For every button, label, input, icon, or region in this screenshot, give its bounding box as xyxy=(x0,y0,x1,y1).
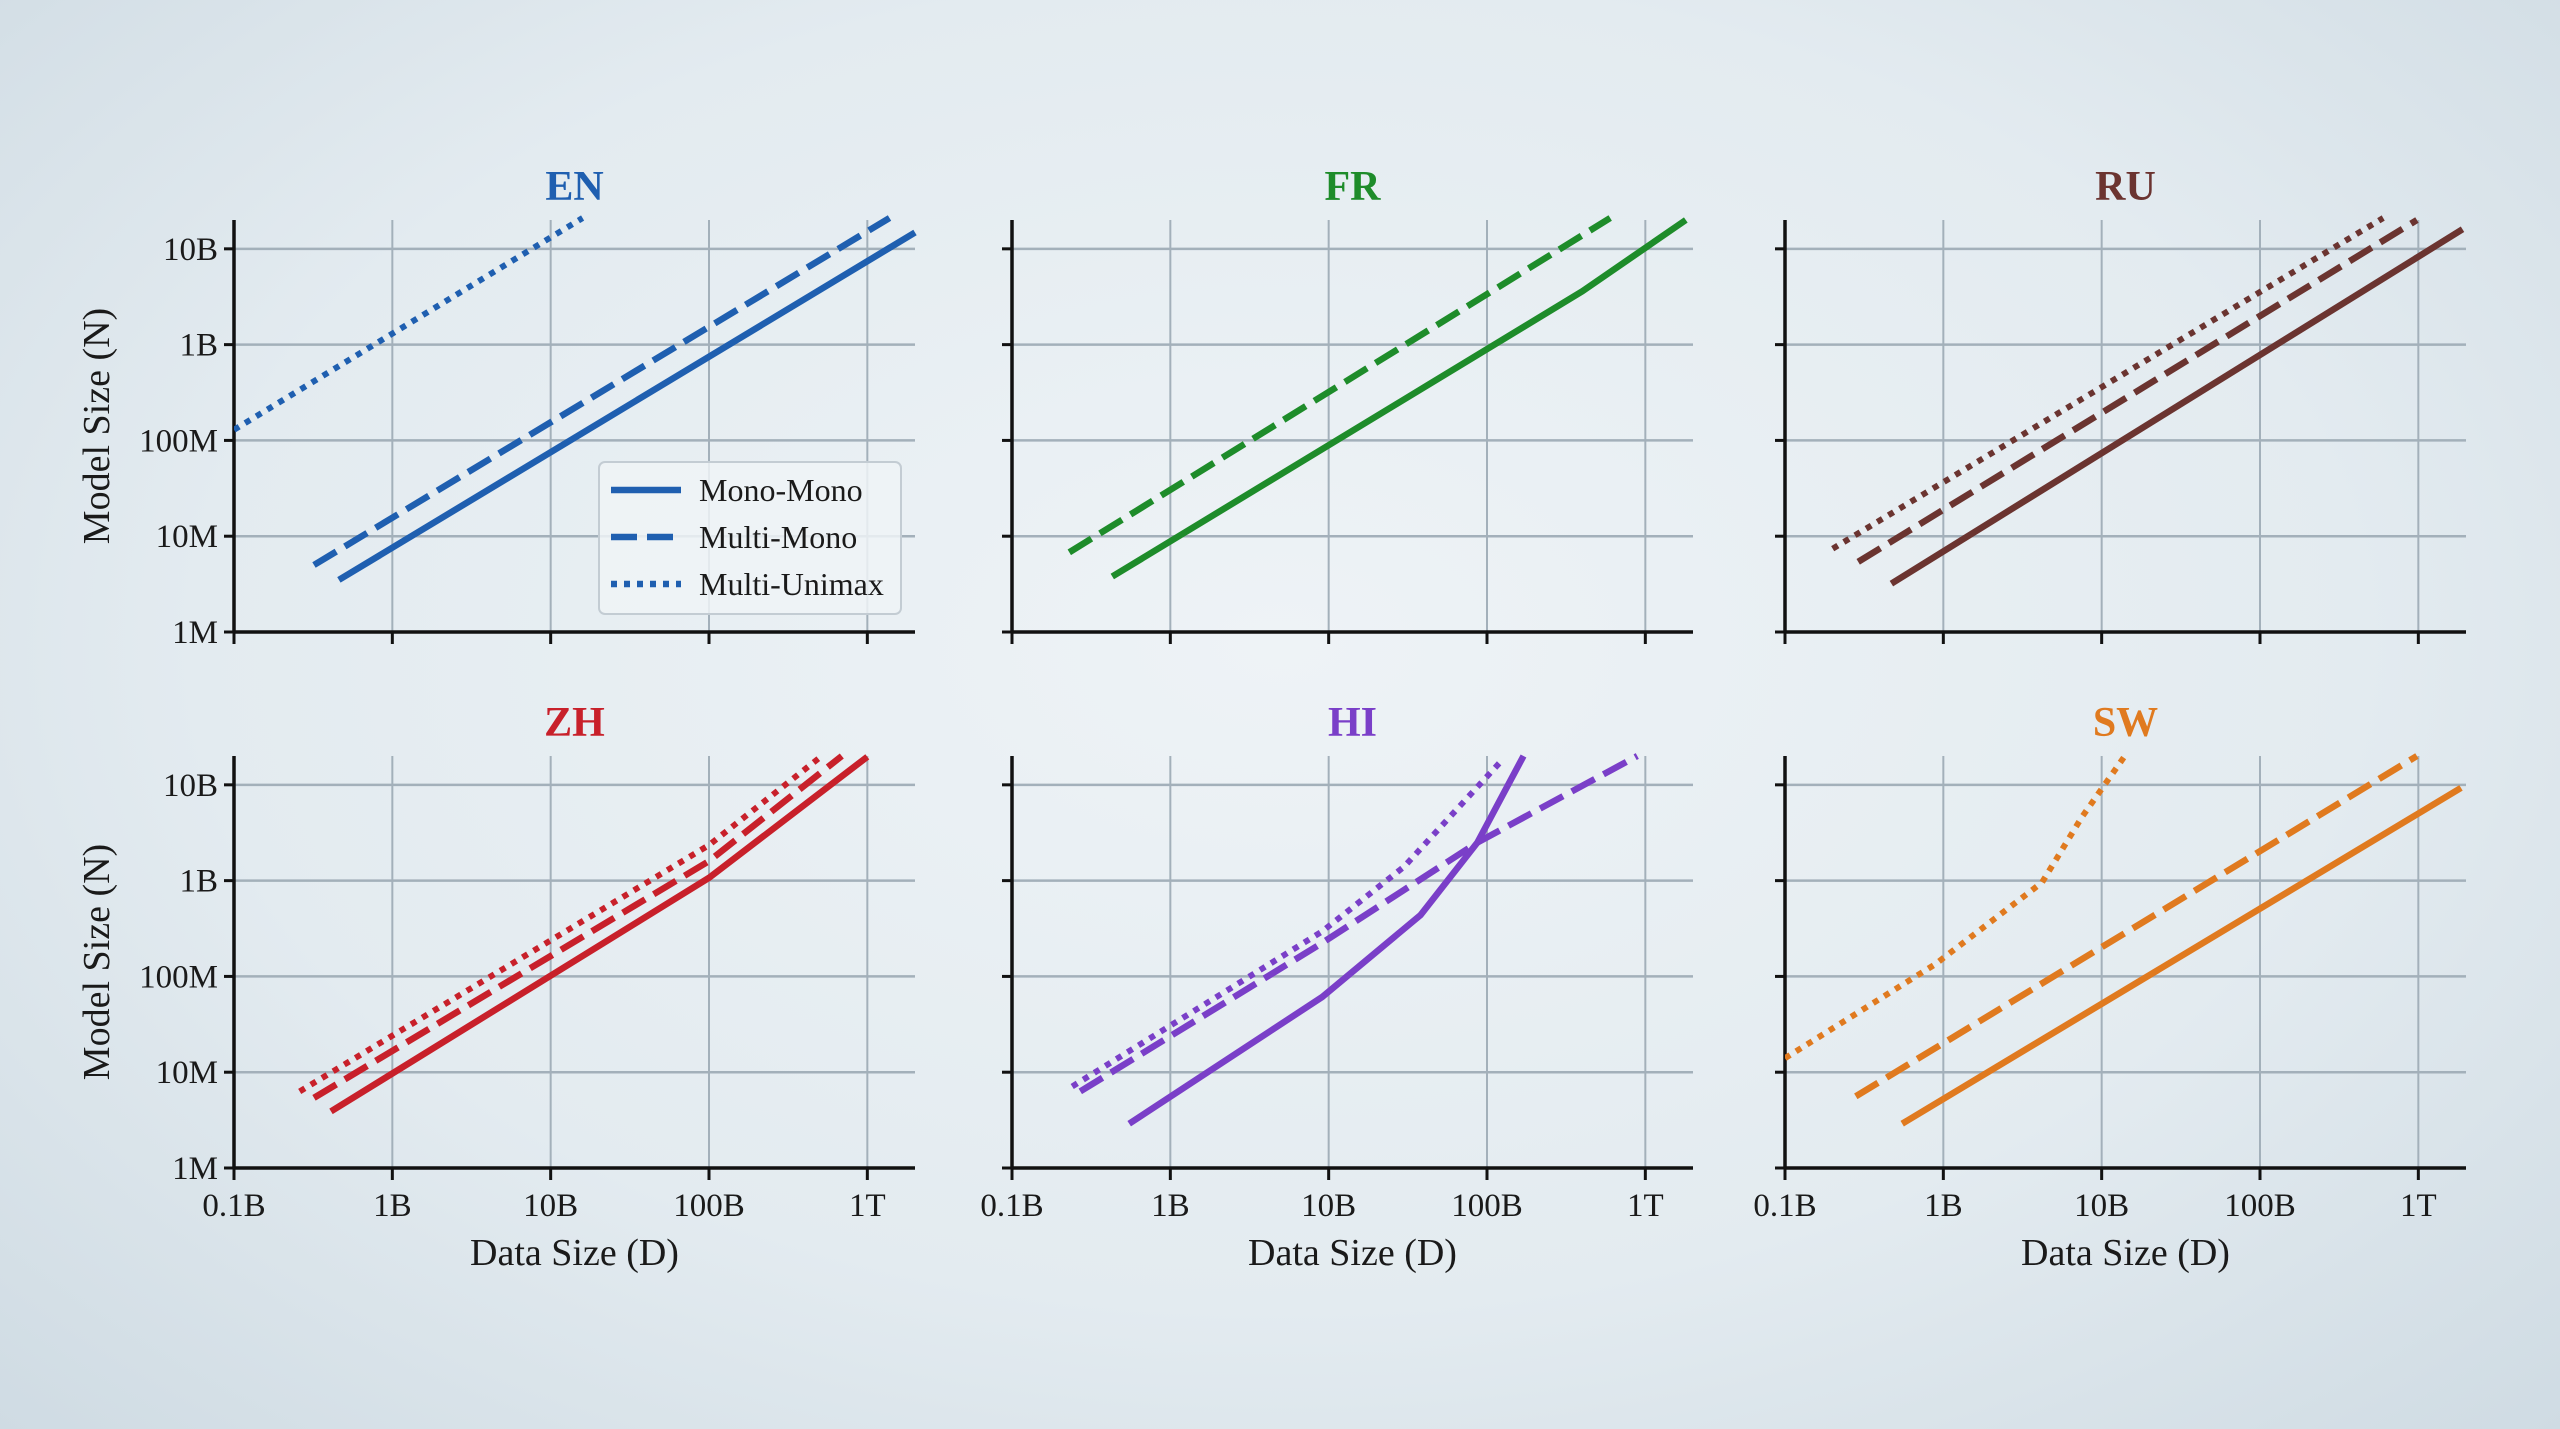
x-tick-label: 1T xyxy=(2400,1188,2437,1224)
series-line-mono-mono xyxy=(329,754,870,1115)
legend-label: Mono-Mono xyxy=(699,472,863,508)
y-tick-label: 100M xyxy=(139,423,218,459)
x-tick-label: 100B xyxy=(2224,1188,2296,1224)
x-tick-label: 1B xyxy=(1151,1188,1190,1224)
series-line-multi-unimax xyxy=(1070,758,1505,1090)
series-line-mono-mono xyxy=(1900,785,2463,1127)
x-tick-label: 10B xyxy=(2074,1188,2129,1224)
x-tick-label: 0.1B xyxy=(202,1188,265,1224)
panel-title: EN xyxy=(545,164,603,210)
legend-label: Multi-Unimax xyxy=(699,566,884,602)
panel-ru: RU xyxy=(1775,164,2466,644)
y-tick-label: 10M xyxy=(156,519,218,555)
x-axis-label: Data Size (D) xyxy=(1248,1232,1457,1274)
x-tick-label: 10B xyxy=(523,1188,578,1224)
series-line-multi-mono xyxy=(1856,217,2419,565)
series-line-multi-mono xyxy=(312,753,844,1101)
y-tick-label: 10B xyxy=(163,768,218,804)
x-tick-label: 100B xyxy=(1451,1188,1523,1224)
y-tick-label: 10M xyxy=(156,1055,218,1091)
x-tick-label: 1T xyxy=(849,1188,886,1224)
y-tick-label: 1B xyxy=(179,864,218,900)
x-tick-label: 100B xyxy=(673,1188,745,1224)
y-tick-label: 100M xyxy=(139,959,218,995)
series-line-multi-unimax xyxy=(1785,754,2128,1061)
panel-title: SW xyxy=(2093,700,2158,746)
x-tick-label: 0.1B xyxy=(1753,1188,1816,1224)
x-tick-label: 1T xyxy=(1627,1188,1664,1224)
y-tick-label: 1B xyxy=(179,328,218,364)
series-line-multi-unimax xyxy=(298,753,824,1094)
series-line-multi-mono xyxy=(312,215,892,568)
legend: Mono-Mono Multi-Mono Multi-Unimax xyxy=(598,461,902,615)
x-tick-label: 10B xyxy=(1301,1188,1356,1224)
panel-title: ZH xyxy=(544,700,605,746)
panel-title: RU xyxy=(2095,164,2156,210)
y-axis-label: Model Size (N) xyxy=(76,844,118,1080)
panel-title: HI xyxy=(1328,700,1377,746)
series-line-multi-unimax xyxy=(234,215,585,433)
legend-label: Multi-Mono xyxy=(699,519,857,555)
series-line-multi-mono xyxy=(1854,753,2419,1100)
y-tick-label: 1M xyxy=(172,1151,218,1187)
x-axis-label: Data Size (D) xyxy=(2021,1232,2230,1274)
panel-hi: 0.1B 1B 10B 100B 1T HI Data Size (D) xyxy=(980,700,1693,1274)
x-tick-label: 1B xyxy=(373,1188,412,1224)
panel-title: FR xyxy=(1325,164,1382,210)
series-line-mono-mono xyxy=(1127,754,1527,1127)
legend-box xyxy=(598,461,902,615)
x-axis-label: Data Size (D) xyxy=(470,1232,679,1274)
y-axis-label: Model Size (N) xyxy=(76,308,118,544)
x-tick-label: 0.1B xyxy=(980,1188,1043,1224)
panel-fr: FR xyxy=(1002,164,1693,644)
y-tick-label: 10B xyxy=(163,232,218,268)
panel-zh: 0.1B 1B 10B 100B 1T 1M 10M 100M 1B 10B ZH Model Siz… xyxy=(76,700,915,1274)
y-tick-label: 1M xyxy=(172,615,218,651)
x-tick-label: 1B xyxy=(1924,1188,1963,1224)
series-line-mono-mono xyxy=(337,229,917,583)
series-line-multi-mono xyxy=(1067,215,1612,556)
series-line-multi-unimax xyxy=(1831,215,2385,552)
series-line-mono-mono xyxy=(1889,226,2465,587)
series-line-multi-mono xyxy=(1078,753,1639,1095)
panel-sw: 0.1B 1B 10B 100B 1T SW Data Size (D) xyxy=(1753,700,2466,1274)
series-line-mono-mono xyxy=(1110,217,1688,580)
